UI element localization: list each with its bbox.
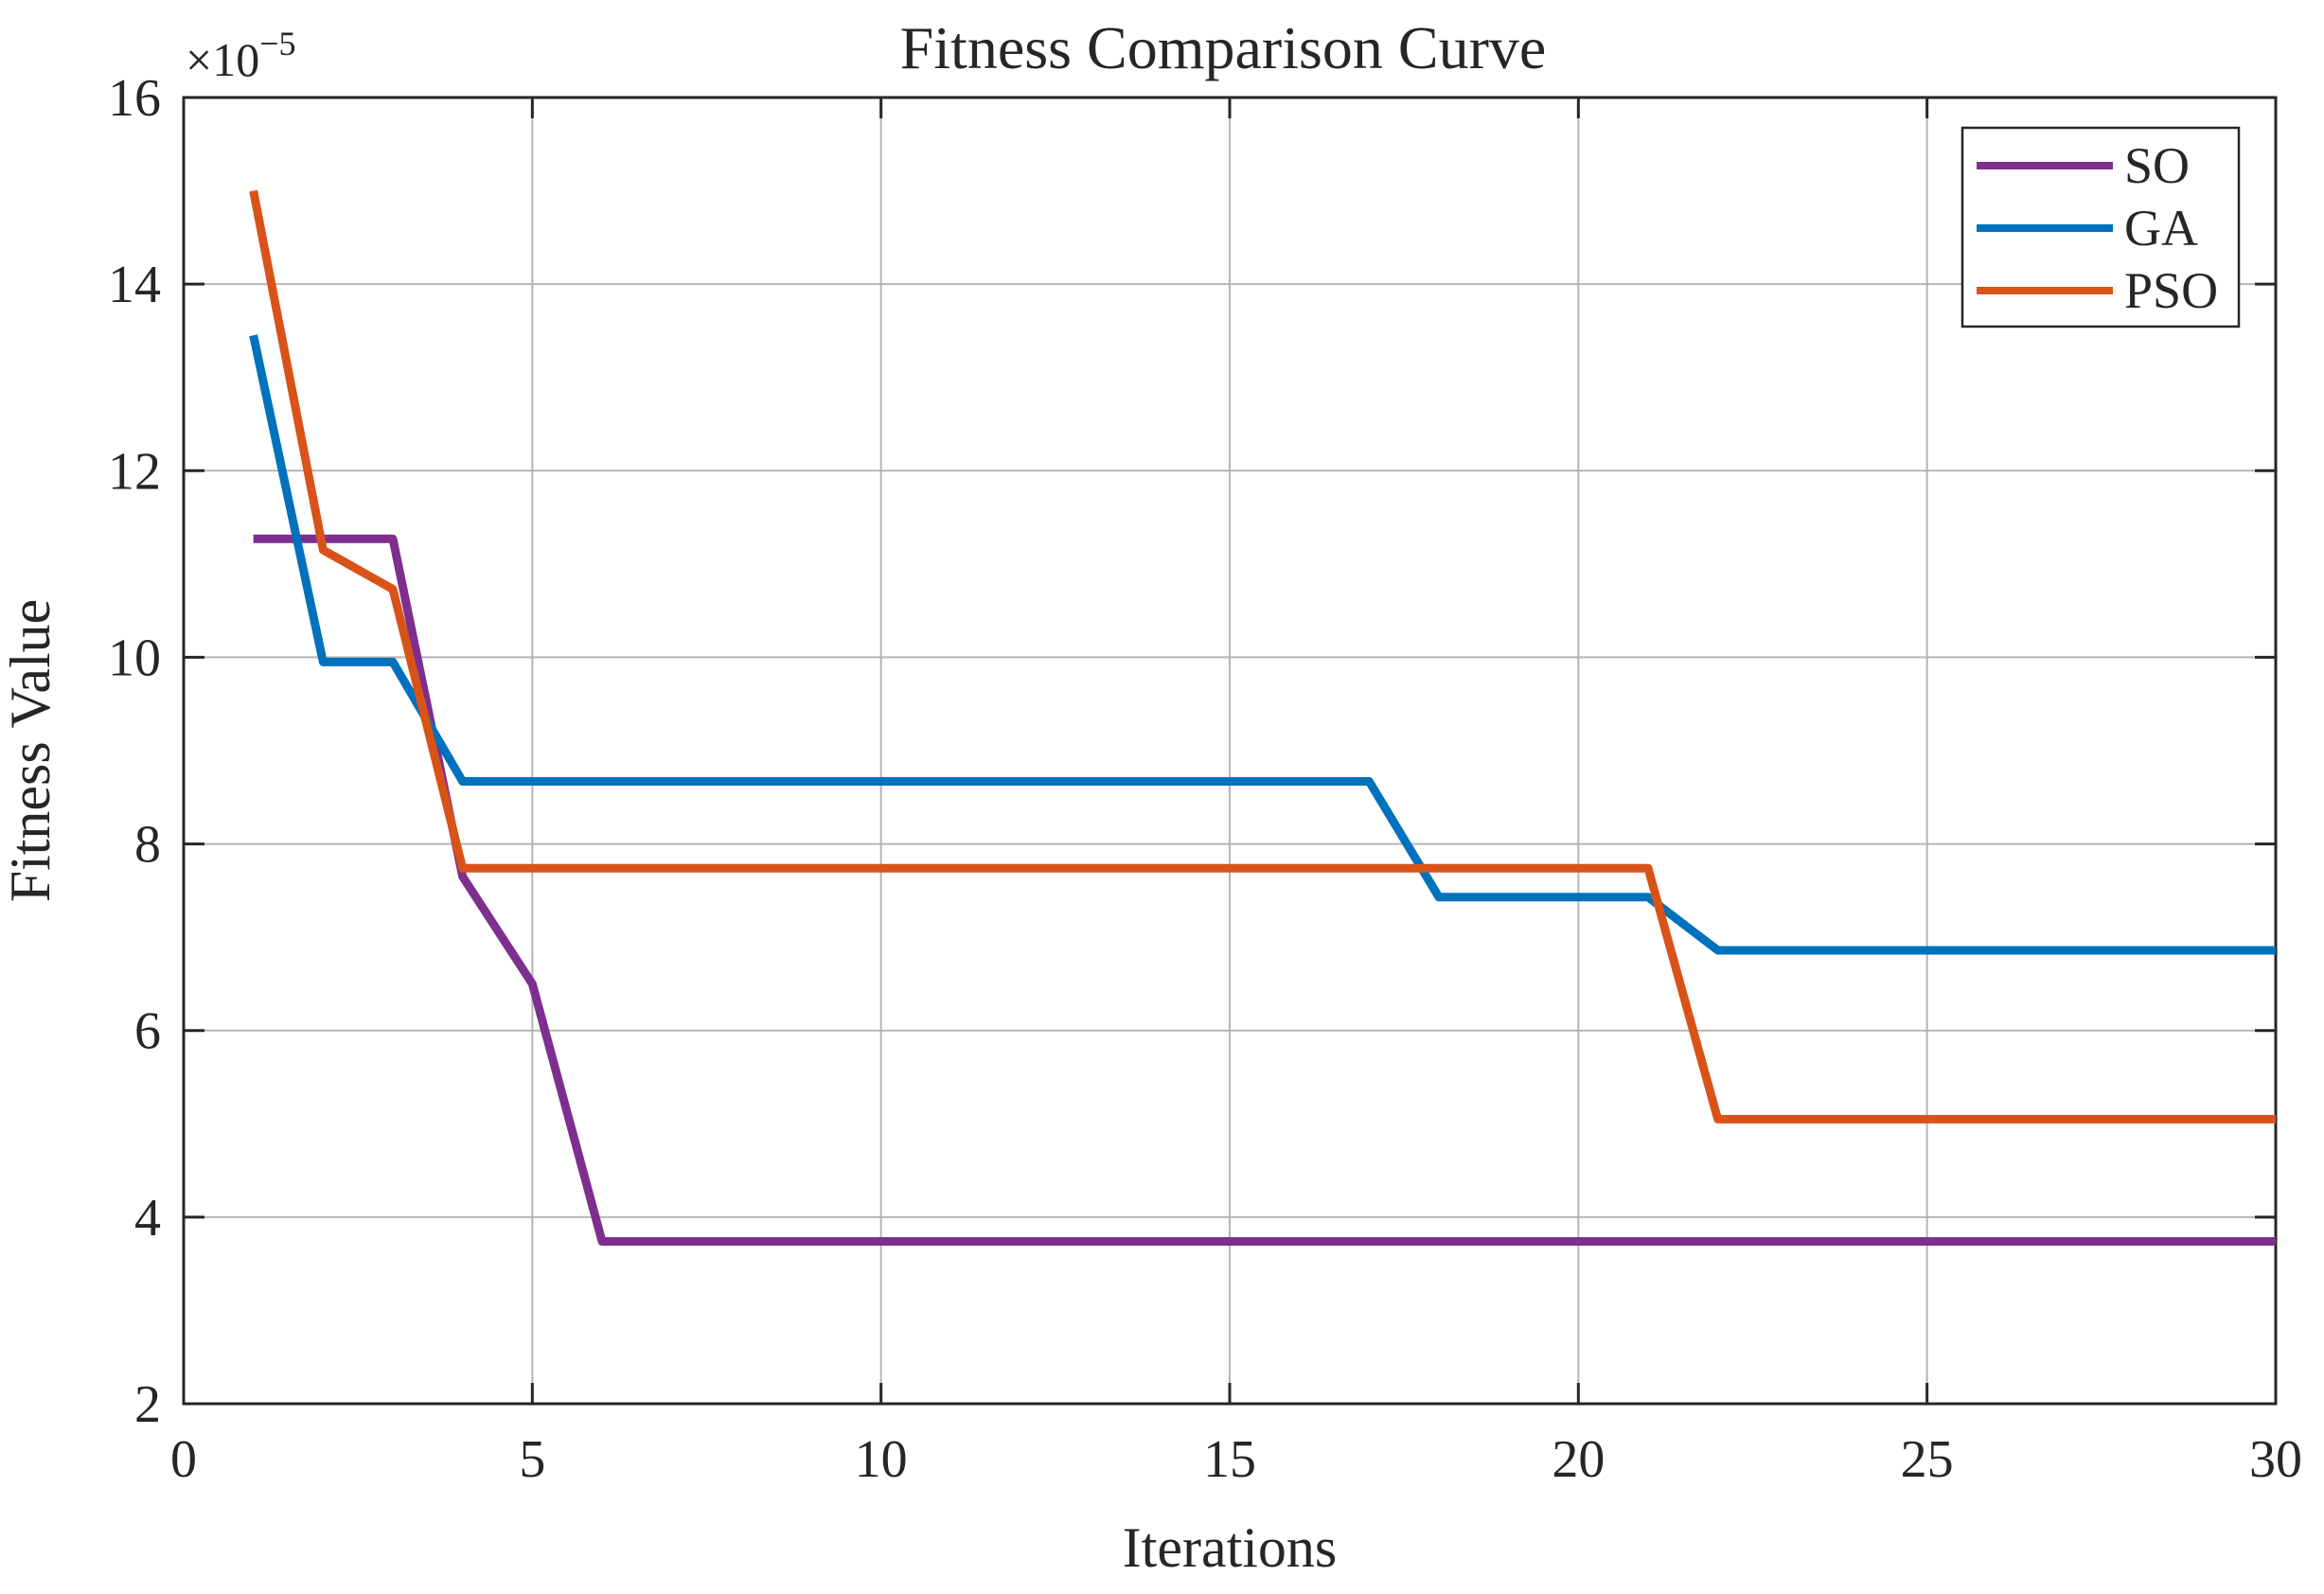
legend-label-pso: PSO — [2124, 262, 2218, 319]
y-tick-label-12: 12 — [108, 442, 161, 501]
x-tick-label-10: 10 — [855, 1430, 908, 1489]
offset-exponent: −5 — [259, 25, 295, 62]
series-line-ga — [249, 334, 2276, 955]
tick-labels: 0 5 10 15 20 25 30 2 4 6 8 10 12 14 16 — [108, 69, 2302, 1489]
chart-title: Fitness Comparison Curve — [900, 14, 1547, 81]
data-series-lines — [249, 189, 2276, 1246]
offset-base: ×10 — [186, 33, 259, 86]
y-tick-label-16: 16 — [108, 69, 161, 128]
legend-label-so: SO — [2124, 137, 2190, 194]
x-axis-label: Iterations — [1123, 1516, 1338, 1579]
y-tick-label-6: 6 — [134, 1002, 161, 1061]
plot-border — [182, 96, 2278, 1406]
y-tick-label-4: 4 — [134, 1189, 161, 1248]
x-tick-label-25: 25 — [1901, 1430, 1954, 1489]
y-tick-label-2: 2 — [134, 1375, 161, 1434]
y-axis-label: Fitness Value — [0, 599, 62, 903]
x-tick-label-15: 15 — [1203, 1430, 1256, 1489]
x-tick-label-20: 20 — [1552, 1430, 1605, 1489]
x-tick-label-30: 30 — [2249, 1430, 2302, 1489]
y-tick-label-8: 8 — [134, 816, 161, 875]
y-axis-offset-label: ×10−5 — [186, 25, 296, 86]
x-tick-label-0: 0 — [170, 1430, 197, 1489]
grid-lines — [184, 97, 2276, 1404]
series-line-pso — [249, 189, 2276, 1124]
y-tick-label-10: 10 — [108, 629, 161, 687]
y-tick-label-14: 14 — [108, 256, 161, 314]
x-tick-label-5: 5 — [519, 1430, 545, 1489]
legend-label-ga: GA — [2124, 200, 2198, 257]
series-line-so — [253, 534, 2276, 1246]
